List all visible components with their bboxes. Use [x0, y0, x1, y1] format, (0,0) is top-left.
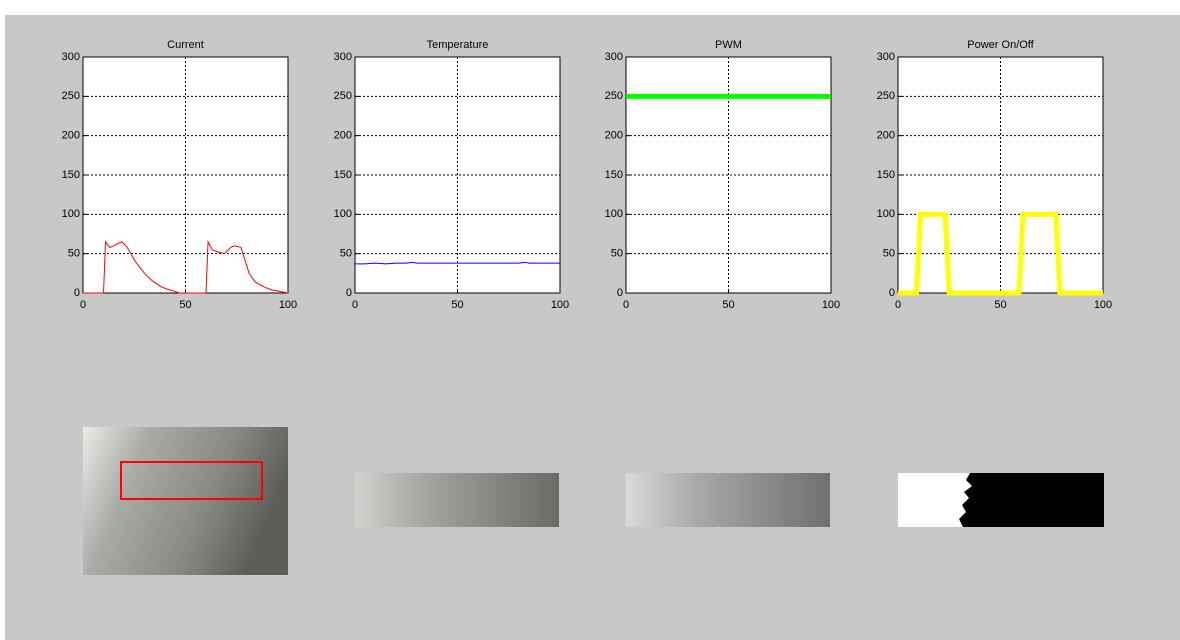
y-tick-label: 200	[877, 130, 895, 142]
y-tick-label: 50	[340, 248, 352, 260]
y-tick-label: 100	[62, 208, 80, 220]
x-tick-label: 100	[1094, 299, 1112, 311]
x-tick-label: 100	[822, 299, 840, 311]
data-line	[83, 239, 289, 294]
y-tick-label: 200	[62, 130, 80, 142]
y-tick-label: 300	[62, 51, 80, 63]
y-tick-label: 200	[605, 130, 623, 142]
y-tick-label: 300	[877, 51, 895, 63]
gray-image	[626, 473, 830, 527]
chart-title: Temperature	[427, 39, 489, 51]
camera-image	[83, 427, 288, 575]
y-tick-label: 250	[605, 90, 623, 102]
x-tick-label: 50	[179, 299, 191, 311]
y-tick-label: 250	[877, 90, 895, 102]
y-tick-label: 0	[74, 287, 80, 299]
y-tick-label: 150	[605, 169, 623, 181]
x-tick-label: 0	[352, 299, 358, 311]
x-tick-label: 0	[895, 299, 901, 311]
x-tick-label: 100	[551, 299, 569, 311]
y-tick-label: 300	[605, 51, 623, 63]
chart-title: Current	[167, 39, 204, 51]
y-tick-label: 0	[617, 287, 623, 299]
data-line	[898, 211, 1103, 296]
y-tick-label: 250	[62, 90, 80, 102]
roi-image	[355, 473, 559, 527]
x-tick-label: 100	[279, 299, 297, 311]
y-tick-label: 150	[334, 169, 352, 181]
chart-title: Power On/Off	[967, 39, 1034, 51]
y-tick-label: 250	[334, 90, 352, 102]
y-tick-label: 50	[883, 248, 895, 260]
roi-box	[120, 461, 263, 500]
y-tick-label: 50	[611, 248, 623, 260]
plot-frame	[354, 56, 561, 294]
y-tick-label: 100	[605, 208, 623, 220]
binary-white-region	[898, 473, 972, 527]
y-tick-label: 100	[877, 208, 895, 220]
y-tick-label: 150	[62, 169, 80, 181]
plot-frame	[625, 56, 832, 294]
x-tick-label: 50	[451, 299, 463, 311]
x-tick-label: 50	[994, 299, 1006, 311]
y-tick-label: 100	[334, 208, 352, 220]
y-tick-label: 300	[334, 51, 352, 63]
y-tick-label: 200	[334, 130, 352, 142]
chart-title: PWM	[715, 39, 742, 51]
y-tick-label: 0	[346, 287, 352, 299]
image-panels	[83, 427, 1104, 575]
y-tick-label: 0	[889, 287, 895, 299]
y-tick-label: 150	[877, 169, 895, 181]
data-line	[355, 261, 560, 265]
y-tick-label: 50	[68, 248, 80, 260]
x-tick-label: 50	[722, 299, 734, 311]
x-tick-label: 0	[623, 299, 629, 311]
x-tick-label: 0	[80, 299, 86, 311]
